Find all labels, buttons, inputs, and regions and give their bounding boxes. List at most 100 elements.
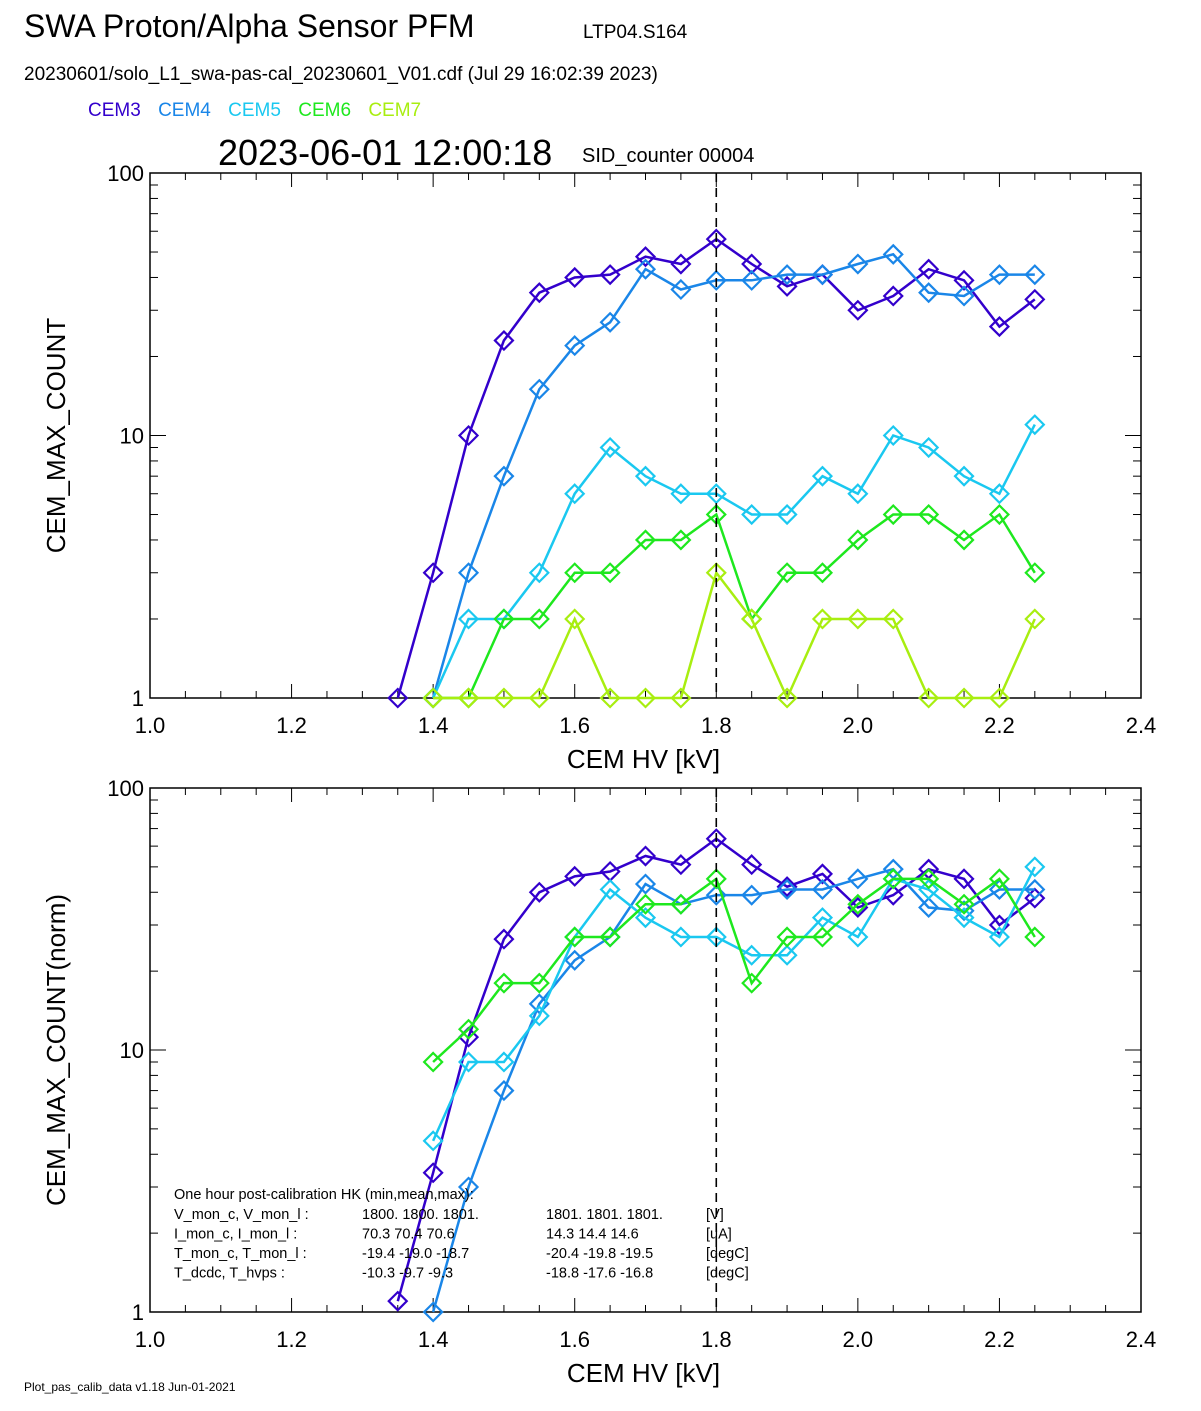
point-cem5 — [741, 944, 763, 966]
x-axis-title: CEM HV [kV] — [567, 1358, 720, 1388]
point-cem3 — [670, 854, 692, 876]
hk-row-unit: [uA] — [706, 1227, 732, 1243]
point-cem3 — [918, 258, 940, 280]
point-cem5 — [776, 503, 798, 526]
point-cem6 — [599, 926, 621, 948]
hk-row-unit: [degC] — [706, 1246, 749, 1262]
hk-row-label: V_mon_c, V_mon_l : — [174, 1207, 309, 1223]
point-cem7 — [882, 608, 904, 630]
point-cem7 — [422, 687, 444, 709]
point-cem4 — [776, 878, 798, 901]
plot-frame — [149, 787, 1142, 1313]
point-cem3 — [528, 282, 550, 304]
x-tick-label: 2.0 — [843, 1327, 874, 1352]
point-cem5 — [457, 608, 480, 630]
point-cem4 — [988, 264, 1010, 286]
x-tick-label: 2.2 — [984, 1327, 1015, 1352]
point-cem6 — [953, 893, 975, 915]
point-cem4 — [564, 335, 586, 357]
point-cem4 — [776, 264, 798, 286]
y-tick-label: 100 — [107, 161, 144, 186]
point-cem5 — [634, 907, 657, 929]
point-cem4 — [493, 1080, 515, 1102]
point-cem5 — [882, 424, 904, 447]
point-cem7 — [953, 687, 975, 709]
hk-block: One hour post-calibration HK (min,mean,m… — [174, 1187, 749, 1282]
x-tick-label: 2.2 — [984, 713, 1015, 738]
point-cem5 — [988, 926, 1010, 948]
hk-row-c: 1800. 1800. 1801. — [362, 1207, 479, 1223]
point-cem7 — [634, 687, 657, 709]
series-line-cem4 — [431, 252, 1035, 699]
hk-row-label: T_dcdc, T_hvps : — [174, 1266, 285, 1282]
point-cem6 — [811, 562, 834, 584]
point-cem3 — [953, 269, 975, 291]
point-cem4 — [457, 562, 480, 584]
hk-row-label: T_mon_c, T_mon_l : — [174, 1246, 307, 1262]
point-cem6 — [493, 608, 515, 630]
point-cem5 — [918, 436, 940, 459]
y-tick-label: 100 — [107, 776, 144, 801]
point-cem6 — [882, 868, 904, 890]
point-cem5 — [1024, 856, 1046, 878]
point-cem4 — [882, 243, 904, 265]
point-cem5 — [1024, 414, 1046, 436]
point-cem4 — [705, 884, 727, 906]
point-cem6 — [1024, 562, 1046, 584]
point-cem4 — [528, 378, 550, 400]
series-line-cem6 — [432, 876, 1036, 1063]
point-cem5 — [953, 465, 975, 487]
point-cem4 — [847, 868, 869, 890]
point-cem3 — [634, 246, 657, 268]
point-cem6 — [847, 893, 869, 915]
point-cem6 — [670, 529, 692, 551]
point-cem5 — [599, 436, 621, 459]
point-cem4 — [953, 285, 975, 307]
point-cem6 — [528, 972, 550, 994]
point-cem3 — [1024, 887, 1046, 909]
hk-row-c: -10.3 -9.7 -9.3 — [362, 1266, 453, 1282]
point-cem6 — [741, 972, 763, 994]
point-cem7 — [988, 687, 1010, 709]
point-cem6 — [988, 868, 1010, 890]
point-cem6 — [670, 893, 692, 915]
point-cem3 — [493, 329, 515, 352]
point-cem7 — [918, 687, 940, 709]
point-cem5 — [422, 1130, 444, 1152]
point-cem3 — [882, 285, 904, 307]
point-cem3 — [776, 275, 798, 297]
hk-title: One hour post-calibration HK (min,mean,m… — [174, 1187, 474, 1203]
point-cem4 — [741, 884, 763, 906]
point-cem5 — [564, 483, 586, 505]
panel-1: 1.0 1.2 1.4 1.6 1.8 2.0 2.2 2.4 1 10 100 CEM HV [kV… — [41, 161, 1156, 774]
point-cem3 — [422, 562, 444, 584]
legend-cem6: CEM6 — [298, 100, 352, 121]
point-cem4 — [599, 311, 621, 333]
x-tick-label: 1.6 — [559, 713, 590, 738]
point-cem5 — [741, 503, 763, 526]
point-cem3 — [493, 928, 515, 950]
x-tick-label: 1.6 — [559, 1327, 590, 1352]
series-line-cem5 — [431, 424, 1036, 699]
point-cem5 — [705, 483, 727, 505]
hk-row-c: -19.4 -19.0 -18.7 — [362, 1246, 469, 1262]
point-cem6 — [953, 529, 975, 551]
point-cem6 — [528, 608, 550, 630]
point-cem3 — [564, 266, 586, 289]
point-cem3 — [988, 914, 1010, 936]
point-cem3 — [528, 881, 550, 903]
point-cem5 — [528, 1005, 550, 1027]
limit-label: LTP04.S164 — [583, 22, 688, 43]
hk-row-label: I_mon_c, I_mon_l : — [174, 1227, 297, 1243]
legend-cem4: CEM4 — [158, 100, 211, 121]
point-cem5 — [953, 907, 975, 929]
hk-row-unit: [degC] — [706, 1266, 749, 1282]
point-cem7 — [811, 608, 834, 630]
point-cem4 — [918, 896, 940, 919]
point-cem5 — [847, 483, 869, 505]
point-cem4 — [918, 282, 940, 304]
point-cem3 — [387, 687, 409, 709]
point-cem4 — [422, 1301, 444, 1323]
point-cem6 — [776, 562, 798, 584]
